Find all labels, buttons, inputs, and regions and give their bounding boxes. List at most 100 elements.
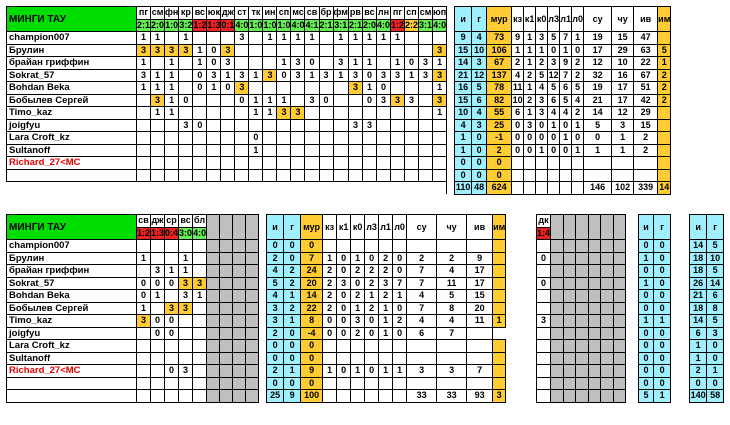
stat-cell bbox=[392, 339, 408, 353]
points-cell bbox=[234, 56, 250, 70]
stat-cell: 3 bbox=[535, 106, 549, 120]
table-row: Lara Croft_kz 0 1 0 -1 0 0 0 0 1 0 0 1 2 bbox=[6, 131, 672, 145]
stat-cell: 4 bbox=[471, 106, 488, 120]
opponent-header: св bbox=[135, 214, 152, 228]
empty-slot bbox=[206, 364, 221, 378]
empty-slot bbox=[206, 389, 221, 403]
stat-cell: 1 bbox=[689, 351, 708, 365]
stat-cell bbox=[364, 339, 380, 353]
empty-slot bbox=[219, 276, 234, 290]
stat-cell: 4 bbox=[266, 289, 285, 303]
empty-slot bbox=[245, 326, 260, 340]
stat-cell bbox=[322, 239, 338, 253]
stat-cell: 0 bbox=[637, 364, 655, 378]
empty-slot bbox=[245, 239, 260, 253]
stat-cell: 51 bbox=[633, 81, 659, 95]
points-cell: 3 bbox=[432, 93, 448, 107]
points-cell: 3 bbox=[178, 301, 194, 315]
points-cell: 1 bbox=[304, 68, 320, 82]
points-cell bbox=[192, 351, 208, 365]
stat-cell: 0 bbox=[364, 326, 380, 340]
points-cell bbox=[535, 239, 552, 253]
stat-cell bbox=[436, 351, 468, 365]
points-cell bbox=[375, 106, 391, 120]
stat-cell: 1 bbox=[523, 31, 537, 45]
empty-slot bbox=[600, 351, 614, 365]
total-cell bbox=[322, 389, 338, 403]
spacer bbox=[670, 302, 689, 315]
empty-slot bbox=[206, 289, 221, 303]
match-score: 1:0 bbox=[276, 18, 292, 32]
empty-slot bbox=[245, 251, 260, 265]
stat-cell: 2 bbox=[378, 264, 394, 278]
opponent-header: кр bbox=[178, 6, 194, 20]
points-cell bbox=[262, 81, 278, 95]
stat-cell: 0 bbox=[637, 301, 655, 315]
stat-cell: 4 bbox=[571, 93, 585, 107]
player-name bbox=[6, 376, 137, 390]
points-cell: 1 bbox=[164, 68, 180, 82]
empty-slot bbox=[232, 314, 247, 328]
points-cell: 1 bbox=[375, 31, 391, 45]
points-cell bbox=[192, 314, 208, 328]
points-cell: 1 bbox=[432, 81, 448, 95]
points-cell bbox=[220, 106, 236, 120]
stat-cell: 5 bbox=[571, 81, 585, 95]
empty-slot bbox=[206, 351, 221, 365]
stat-cell: 18 bbox=[689, 264, 708, 278]
empty-slot bbox=[232, 326, 247, 340]
points-cell bbox=[135, 339, 152, 353]
points-cell: 0 bbox=[361, 68, 377, 82]
points-cell bbox=[403, 118, 420, 132]
empty-slot bbox=[219, 264, 234, 278]
points-cell bbox=[318, 81, 334, 95]
stat-cell: 2 bbox=[633, 143, 659, 157]
stat-cell: 0 bbox=[535, 131, 549, 145]
points-cell bbox=[248, 31, 264, 45]
stat-cell: 0 bbox=[637, 376, 655, 390]
stat-cell bbox=[336, 376, 352, 390]
stat-cell bbox=[547, 168, 561, 182]
stat-cell bbox=[322, 376, 338, 390]
stat-header: г bbox=[471, 6, 488, 32]
stat-cell: 2 bbox=[322, 289, 338, 303]
points-cell: 3 bbox=[150, 93, 166, 107]
table1-grid: МИНГИ ТАУ пг см фн кр вс юк дж ст тк ин сп мс св бр фм р… bbox=[6, 6, 672, 195]
totals-spacer bbox=[179, 182, 193, 195]
empty-slot bbox=[587, 289, 602, 303]
stat-cell bbox=[492, 276, 507, 290]
points-cell bbox=[135, 156, 152, 170]
total-cell bbox=[511, 181, 525, 195]
points-cell: 3 bbox=[135, 43, 152, 57]
total-cell: 33 bbox=[436, 389, 468, 403]
stat-header: су bbox=[406, 214, 438, 240]
stat-cell: 63 bbox=[633, 43, 659, 57]
empty-slot bbox=[575, 214, 589, 240]
empty-slot bbox=[612, 214, 627, 240]
points-cell bbox=[178, 326, 194, 340]
stat-cell: 0 bbox=[266, 239, 285, 253]
stat-cell: 19 bbox=[583, 81, 613, 95]
table-row: Bohdan Beka 1 1 1 0 1 0 3 3 1 0 1 16 5 78 11 1 4 5 6 5 19 17 51… bbox=[6, 81, 672, 95]
points-cell bbox=[290, 43, 306, 57]
stat-cell: 0 bbox=[364, 314, 380, 328]
points-cell: 1 bbox=[361, 81, 377, 95]
stat-cell: 21 bbox=[583, 93, 613, 107]
stat-cell: 0 bbox=[283, 351, 302, 365]
match-score: 1:4 bbox=[535, 226, 552, 240]
stat-cell: 2 bbox=[657, 81, 672, 95]
empty-slot bbox=[575, 276, 589, 290]
points-cell: 0 bbox=[206, 56, 222, 70]
empty-slot bbox=[550, 351, 564, 365]
points-cell bbox=[206, 118, 222, 132]
points-cell bbox=[234, 106, 250, 120]
points-cell: 3 bbox=[389, 93, 406, 107]
stat-cell bbox=[336, 239, 352, 253]
stat-cell: 2 bbox=[571, 68, 585, 82]
totals-spacer bbox=[193, 182, 207, 195]
total-cell: 33 bbox=[406, 389, 438, 403]
totals-spacer bbox=[6, 389, 137, 403]
stat-cell: 10 bbox=[706, 251, 724, 265]
stat-cell: 2 bbox=[689, 364, 708, 378]
